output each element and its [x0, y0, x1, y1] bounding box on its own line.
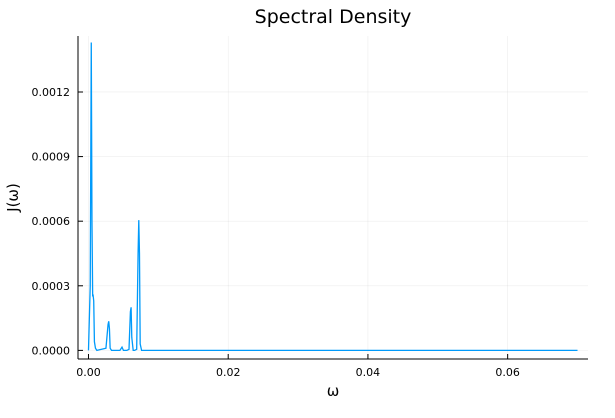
- x-axis-label: ω: [327, 382, 340, 400]
- y-tick-label: 0.0003: [32, 280, 71, 293]
- ticks: 0.00 0.02 0.04 0.06 0.0000 0.0003 0.0006 0.0009…: [32, 86, 520, 379]
- x-tick-label: 0.04: [356, 366, 381, 379]
- chart-title: Spectral Density: [255, 6, 412, 28]
- y-axis-label: J(ω): [4, 183, 22, 213]
- y-tick-label: 0.0009: [32, 151, 71, 164]
- x-tick-label: 0.02: [216, 366, 241, 379]
- x-tick-label: 0.06: [495, 366, 520, 379]
- y-tick-label: 0.0000: [32, 344, 71, 357]
- y-tick-label: 0.0012: [32, 86, 71, 99]
- x-tick-label: 0.00: [76, 366, 101, 379]
- y-tick-label: 0.0006: [32, 215, 71, 228]
- series-line: [87, 42, 578, 352]
- grid: [78, 36, 588, 359]
